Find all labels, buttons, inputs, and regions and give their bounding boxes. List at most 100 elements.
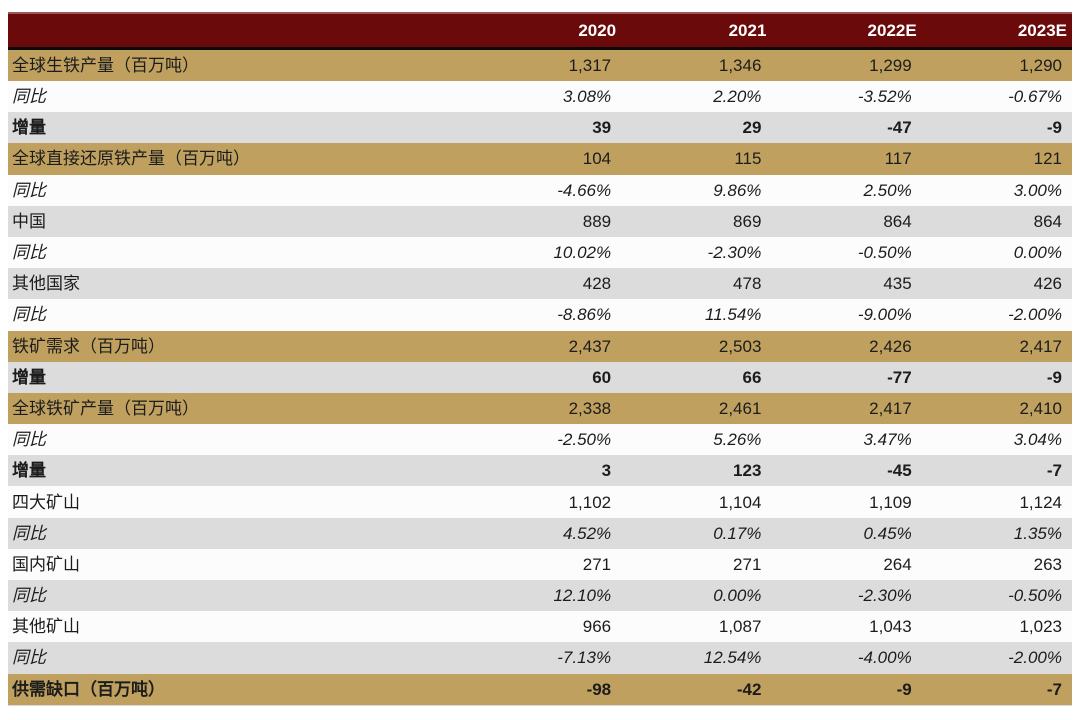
cell-value: -9 [1046,118,1062,138]
cell-value: 2.20% [713,87,762,107]
table-row: 其他矿山 966 1,087 1,043 1,023 [8,611,1072,643]
cell-value: 66 [742,367,762,387]
table-row: 增量 39 29 -47 -9 [8,112,1072,144]
cell-value: 0.45% [863,523,912,543]
cell-value: -42 [621,673,772,706]
row-label: 其他矿山 [12,617,80,637]
cell-value: 10.02% [553,243,612,263]
cell-value: 1,290 [1019,56,1062,75]
data-table: 2020 2021 2022E 2023E 全球生铁产量（百万吨） 1,317 1,346… [8,12,1072,706]
row-label: 同比 [12,586,46,606]
cell-value: 3 [601,461,612,481]
table-row: 同比 -4.66% 9.86% 2.50% 3.00% [8,174,1072,206]
cell-value: 2,417 [869,398,912,418]
cell-value: -7 [1046,461,1062,481]
cell-value: 115 [734,149,762,169]
cell-value: 0.17% [713,523,762,543]
cell-value: 11.54% [705,305,762,325]
row-label: 中国 [12,211,46,231]
cell-value: 869 [733,211,762,231]
row-label: 铁矿需求（百万吨） [12,336,165,356]
row-label: 同比 [12,430,46,450]
cell-value: 1,109 [869,492,912,512]
row-label: 国内矿山 [12,554,80,574]
row-label: 其他国家 [12,274,80,294]
table-row: 同比 -8.86% 11.54% -9.00% -2.00% [8,299,1072,331]
cell-value: 966 [582,617,612,637]
cell-value: -0.50% [857,243,912,263]
cell-value: 426 [1033,274,1062,294]
row-label: 四大矿山 [12,492,80,512]
cell-value: 1,299 [869,56,912,75]
table-row: 增量 60 66 -77 -9 [8,361,1072,393]
row-label: 同比 [12,243,46,263]
cell-value: 271 [733,554,762,574]
row-label: 同比 [12,305,46,325]
cell-value: 1,043 [869,617,912,637]
cell-value: 104 [582,149,612,169]
cell-value: 1,023 [1019,617,1062,637]
table-row: 其他国家 428 478 435 426 [8,268,1072,300]
cell-value: -9 [771,673,922,706]
table-row: 国内矿山 271 271 264 263 [8,548,1072,580]
cell-value: -2.30% [857,586,912,606]
cell-value: 5.26% [713,430,762,450]
cell-value: 39 [592,118,612,138]
cell-value: -2.30% [707,243,762,263]
cell-value: 2,426 [869,336,912,356]
cell-value: 117 [884,149,912,169]
cell-value: 1,346 [718,56,762,75]
row-label: 同比 [12,648,46,668]
cell-value: 264 [883,554,912,574]
cell-value: 3.00% [1013,180,1062,200]
table-row: 全球直接还原铁产量（百万吨） 104 115 117 121 [8,143,1072,175]
table-row: 同比 -7.13% 12.54% -4.00% -2.00% [8,642,1072,674]
cell-value: 1,104 [718,492,762,512]
table-row: 供需缺口（百万吨） -98 -42 -9 -7 [8,673,1072,706]
table-row: 四大矿山 1,102 1,104 1,109 1,124 [8,486,1072,518]
cell-value: 4.52% [562,523,612,543]
cell-value: 1,317 [568,56,612,75]
cell-value: 1,087 [718,617,762,637]
table-row: 同比 4.52% 0.17% 0.45% 1.35% [8,517,1072,549]
table-body: 全球生铁产量（百万吨） 1,317 1,346 1,299 1,290 同比 3.08% 2.… [8,48,1072,706]
cell-value: -2.50% [557,430,612,450]
table-row: 同比 10.02% -2.30% -0.50% 0.00% [8,236,1072,269]
cell-value: -4.00% [857,648,912,668]
row-label: 增量 [12,461,46,481]
cell-value: 263 [1033,554,1062,574]
table-row: 同比 3.08% 2.20% -3.52% -0.67% [8,81,1072,113]
cell-value: 889 [582,211,612,231]
row-label: 全球铁矿产量（百万吨） [12,398,199,418]
cell-value: 3.04% [1013,430,1062,450]
cell-value: 2,410 [1019,398,1062,418]
row-label: 同比 [12,180,46,200]
row-label: 同比 [12,87,46,107]
cell-value: 2,503 [718,336,762,356]
cell-value: 864 [883,211,912,231]
row-label: 供需缺口（百万吨） [8,673,471,706]
header-row-label-column [8,12,471,50]
cell-value: 1,124 [1019,492,1062,512]
cell-value: -7.13% [557,648,612,668]
table-header-row: 2020 2021 2022E 2023E [8,12,1072,50]
cell-value: 3.08% [562,87,612,107]
cell-value: -77 [887,367,912,387]
cell-value: -2.00% [1008,648,1062,668]
cell-value: -45 [887,461,912,481]
cell-value: 2,338 [568,398,612,418]
table-row: 全球铁矿产量（百万吨） 2,338 2,461 2,417 2,410 [8,392,1072,425]
cell-value: 2,437 [568,336,612,356]
row-label: 全球直接还原铁产量（百万吨） [12,149,250,169]
cell-value: -3.52% [857,87,912,107]
cell-value: 0.00% [713,586,762,606]
cell-value: 0.00% [1013,243,1062,263]
iron-ore-supply-demand-table: 2020 2021 2022E 2023E 全球生铁产量（百万吨） 1,317 1,346… [8,12,1072,706]
cell-value: 12.10% [553,586,612,606]
table-row: 同比 12.10% 0.00% -2.30% -0.50% [8,580,1072,612]
row-label: 同比 [12,523,46,543]
row-label: 增量 [12,367,46,387]
cell-value: -0.50% [1008,586,1062,606]
cell-value: 271 [582,554,612,574]
row-label: 全球生铁产量（百万吨） [12,56,199,75]
